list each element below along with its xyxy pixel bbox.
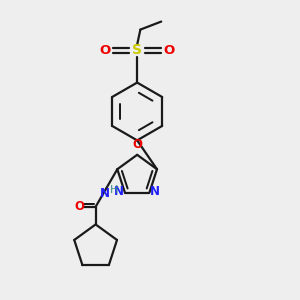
Text: O: O (99, 44, 111, 57)
Text: H: H (110, 185, 118, 195)
Text: O: O (75, 200, 85, 213)
Text: N: N (100, 188, 110, 200)
Text: N: N (150, 185, 160, 198)
Text: N: N (114, 185, 124, 198)
Text: O: O (132, 138, 142, 151)
Text: O: O (164, 44, 175, 57)
Text: S: S (132, 44, 142, 58)
